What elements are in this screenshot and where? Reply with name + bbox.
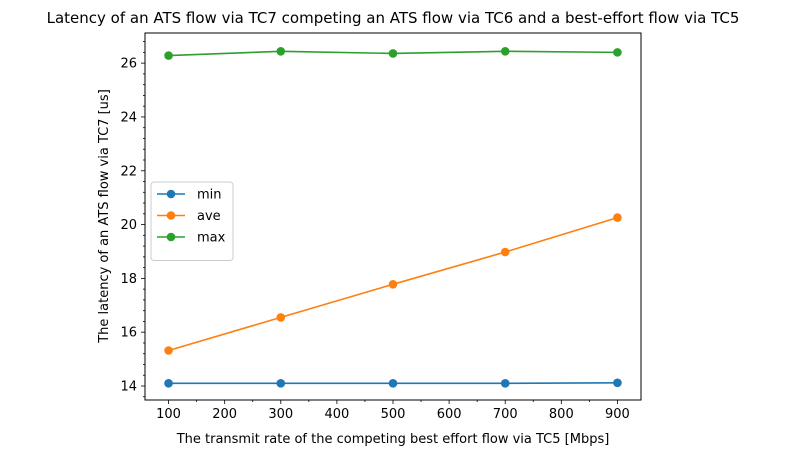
- legend-label: max: [197, 231, 226, 246]
- data-point: [276, 379, 286, 388]
- data-point: [164, 51, 173, 60]
- x-tick-label: 400: [324, 407, 349, 422]
- x-tick-label: 600: [437, 407, 462, 422]
- y-tick-label: 14: [120, 380, 137, 395]
- y-axis-label: The latency of an ATS flow via TC7 [us]: [97, 89, 112, 344]
- data-point: [276, 46, 286, 56]
- data-point: [613, 213, 622, 222]
- legend-marker: [166, 189, 176, 199]
- data-point: [388, 280, 398, 289]
- data-point: [500, 46, 510, 56]
- data-point: [164, 346, 173, 355]
- legend-item-min: min: [157, 188, 222, 203]
- x-tick-label: 200: [212, 407, 237, 422]
- x-tick-label: 300: [268, 407, 293, 422]
- y-tick-label: 20: [120, 218, 137, 233]
- legend-label: min: [197, 188, 222, 203]
- data-point: [276, 313, 286, 322]
- y-tick-label: 18: [120, 272, 137, 287]
- axis-ticks: 100 200 300 400 500 600 700 800 900 14 16 18 20 22 24 2…: [120, 41, 630, 422]
- data-point: [613, 378, 622, 388]
- x-tick-label: 800: [549, 407, 574, 422]
- data-point: [613, 48, 622, 57]
- data-point: [388, 49, 398, 58]
- legend-item-max: max: [157, 231, 226, 246]
- data-point: [388, 379, 398, 388]
- x-axis-label: The transmit rate of the competing best …: [176, 432, 610, 447]
- x-tick-label: 700: [493, 407, 518, 422]
- series-min: [164, 378, 622, 388]
- data-point: [500, 379, 510, 388]
- legend-item-ave: ave: [157, 209, 221, 224]
- y-tick-label: 24: [120, 110, 137, 125]
- legend: min ave max: [150, 181, 234, 261]
- chart-title: Latency of an ATS flow via TC7 competing…: [47, 9, 740, 27]
- y-tick-label: 22: [120, 164, 137, 179]
- x-tick-label: 900: [605, 407, 630, 422]
- x-tick-label: 500: [381, 407, 406, 422]
- plot-series: [164, 46, 622, 388]
- series-ave: [164, 213, 622, 355]
- y-tick-label: 26: [120, 57, 137, 72]
- series-max: [164, 46, 622, 60]
- x-tick-label: 100: [156, 407, 181, 422]
- data-point: [500, 247, 510, 257]
- y-tick-label: 16: [120, 326, 137, 341]
- legend-marker: [166, 211, 176, 220]
- plot-frame: [144, 32, 642, 401]
- legend-label: ave: [197, 209, 221, 224]
- data-point: [164, 379, 173, 388]
- legend-marker: [166, 232, 176, 242]
